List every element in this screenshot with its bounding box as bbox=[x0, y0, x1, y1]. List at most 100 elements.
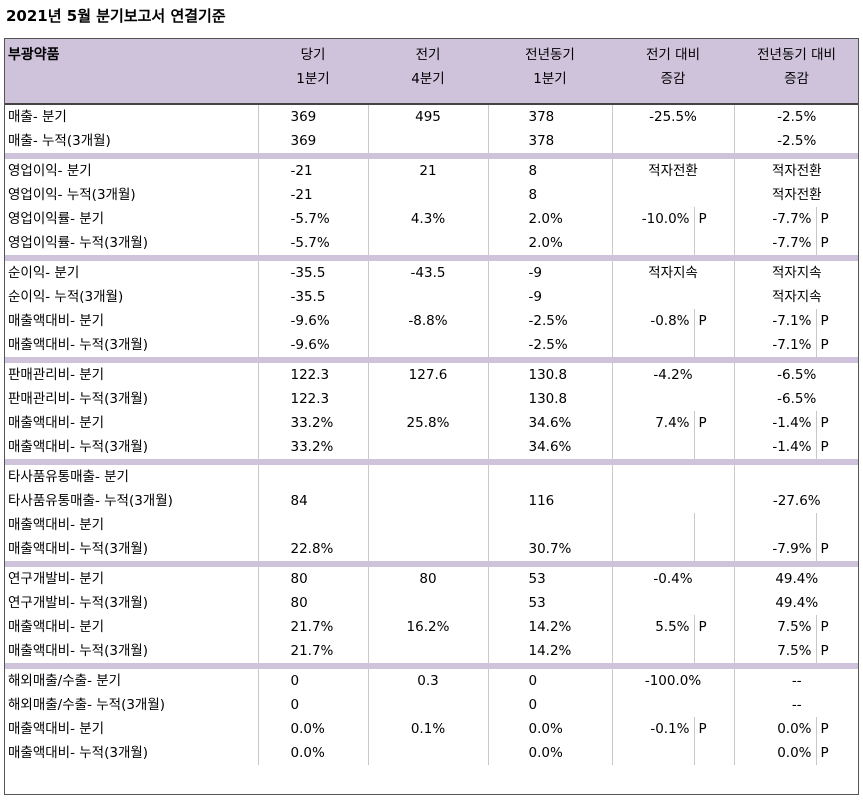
table-row: 타사품유통매출- 분기 bbox=[4, 465, 859, 489]
change-vs-previous bbox=[612, 741, 695, 765]
change-vs-year-ago: -6.5% bbox=[777, 391, 817, 407]
row-label: 매출- 분기 bbox=[4, 104, 259, 129]
change-vs-previous-unit: P bbox=[694, 309, 735, 333]
table-row: 매출액대비- 분기 bbox=[4, 513, 859, 537]
value-year-ago-quarter: 0 bbox=[488, 693, 613, 717]
value-current-quarter: -9.6% bbox=[258, 333, 369, 357]
change-vs-previous bbox=[612, 537, 695, 561]
table-row: 매출액대비- 누적(3개월) 21.7% 14.2% 7.5% P bbox=[4, 639, 859, 663]
value-current-quarter: 22.8% bbox=[258, 537, 369, 561]
table-row: 매출액대비- 분기 0.0% 0.1% 0.0% -0.1% P 0.0% P bbox=[4, 717, 859, 741]
change-vs-year-ago bbox=[734, 465, 859, 489]
change-vs-previous: 적자지속 bbox=[612, 261, 735, 285]
section-divider-cell bbox=[4, 663, 860, 669]
section-divider-cell bbox=[4, 357, 860, 363]
change-vs-previous bbox=[612, 435, 695, 459]
value-year-ago-quarter: 378 bbox=[488, 129, 613, 153]
row-label: 연구개발비- 누적(3개월) bbox=[4, 591, 259, 615]
change-vs-previous bbox=[612, 285, 735, 309]
table-row: 영업이익률- 누적(3개월) -5.7% 2.0% -7.7% P bbox=[4, 231, 859, 255]
value-year-ago-quarter: 0 bbox=[488, 669, 613, 693]
row-label: 순이익- 분기 bbox=[4, 261, 259, 285]
table-row: 매출액대비- 분기 -9.6% -8.8% -2.5% -0.8% P -7.1% P bbox=[4, 309, 859, 333]
table-row: 연구개발비- 분기 80 80 53 -0.4% 49.4% bbox=[4, 567, 859, 591]
value-previous-quarter: 80 bbox=[368, 567, 489, 591]
value-current-quarter: 21.7% bbox=[258, 615, 369, 639]
row-label: 해외매출/수출- 분기 bbox=[4, 669, 259, 693]
value-previous-quarter bbox=[368, 537, 489, 561]
change-vs-previous: -4.2% bbox=[612, 363, 735, 387]
value-previous-quarter bbox=[368, 183, 489, 207]
value-current-quarter: 0 bbox=[258, 693, 369, 717]
change-vs-previous-unit: P bbox=[694, 717, 735, 741]
row-label: 매출액대비- 누적(3개월) bbox=[4, 333, 259, 357]
change-vs-previous-unit bbox=[694, 741, 735, 765]
row-label: 매출액대비- 누적(3개월) bbox=[4, 537, 259, 561]
change-vs-year-ago: 적자전환 bbox=[771, 187, 822, 203]
change-vs-year-ago: -7.1% bbox=[734, 309, 817, 333]
value-previous-quarter bbox=[368, 231, 489, 255]
row-label: 매출액대비- 분기 bbox=[4, 309, 259, 333]
change-vs-year-ago bbox=[734, 513, 817, 537]
company-name: 부광약품 bbox=[4, 38, 258, 105]
row-label: 순이익- 누적(3개월) bbox=[4, 285, 259, 309]
change-vs-previous bbox=[612, 591, 735, 615]
row-label: 매출액대비- 분기 bbox=[4, 717, 259, 741]
section-divider bbox=[4, 357, 860, 363]
row-label: 매출- 누적(3개월) bbox=[4, 129, 259, 153]
table-row: 매출액대비- 누적(3개월) 22.8% 30.7% -7.9% P bbox=[4, 537, 859, 561]
change-vs-year-ago-unit: P bbox=[820, 541, 829, 557]
value-previous-quarter bbox=[368, 129, 489, 153]
value-year-ago-quarter: 2.0% bbox=[488, 207, 613, 231]
table-row: 판매관리비- 누적(3개월) 122.3 130.8 -6.5% bbox=[4, 387, 859, 411]
value-year-ago-quarter: -9 bbox=[488, 285, 613, 309]
table-row: 매출액대비- 누적(3개월) 0.0% 0.0% 0.0% P bbox=[4, 741, 859, 765]
value-year-ago-quarter: 130.8 bbox=[488, 363, 613, 387]
change-vs-year-ago: -7.9% bbox=[734, 537, 817, 561]
row-label: 매출액대비- 분기 bbox=[4, 615, 259, 639]
value-current-quarter: 80 bbox=[258, 591, 369, 615]
section-divider-cell bbox=[4, 561, 860, 567]
change-vs-previous-unit bbox=[694, 333, 735, 357]
row-label: 영업이익- 누적(3개월) bbox=[4, 183, 259, 207]
value-previous-quarter: 495 bbox=[368, 104, 489, 129]
value-current-quarter: 0.0% bbox=[258, 741, 369, 765]
change-vs-year-ago: 0.0% bbox=[734, 741, 817, 765]
table-row: 영업이익률- 분기 -5.7% 4.3% 2.0% -10.0% P -7.7% P bbox=[4, 207, 859, 231]
change-vs-year-ago-unit: P bbox=[820, 415, 829, 431]
change-vs-year-ago: -7.7% bbox=[734, 231, 817, 255]
row-label: 타사품유통매출- 분기 bbox=[4, 465, 259, 489]
change-vs-year-ago: 적자지속 bbox=[771, 289, 822, 305]
section-divider bbox=[4, 663, 860, 669]
col-header-previous: 전기 4분기 bbox=[368, 38, 488, 105]
value-previous-quarter: -43.5 bbox=[368, 261, 489, 285]
change-vs-previous bbox=[612, 693, 735, 717]
value-previous-quarter: -8.8% bbox=[368, 309, 489, 333]
change-vs-previous: -25.5% bbox=[612, 104, 735, 129]
value-previous-quarter: 0.3 bbox=[368, 669, 489, 693]
change-vs-year-ago: -1.4% bbox=[734, 411, 817, 435]
value-year-ago-quarter: 130.8 bbox=[488, 387, 613, 411]
value-year-ago-quarter: -9 bbox=[488, 261, 613, 285]
value-previous-quarter bbox=[368, 333, 489, 357]
change-vs-year-ago-unit: P bbox=[820, 439, 829, 455]
table-row: 타사품유통매출- 누적(3개월) 84 116 -27.6% bbox=[4, 489, 859, 513]
change-vs-year-ago: 49.4% bbox=[775, 595, 819, 611]
change-vs-previous-unit bbox=[694, 513, 735, 537]
value-year-ago-quarter: 30.7% bbox=[488, 537, 613, 561]
value-year-ago-quarter: 8 bbox=[488, 159, 613, 183]
change-vs-previous: -0.4% bbox=[612, 567, 735, 591]
row-label: 판매관리비- 분기 bbox=[4, 363, 259, 387]
value-year-ago-quarter: -2.5% bbox=[488, 333, 613, 357]
change-vs-previous-unit: P bbox=[694, 207, 735, 231]
value-year-ago-quarter: -2.5% bbox=[488, 309, 613, 333]
change-vs-year-ago: -27.6% bbox=[772, 493, 821, 509]
change-vs-year-ago: -1.4% bbox=[734, 435, 817, 459]
change-vs-year-ago: -- bbox=[791, 673, 802, 689]
value-previous-quarter bbox=[368, 387, 489, 411]
row-label: 타사품유통매출- 누적(3개월) bbox=[4, 489, 259, 513]
change-vs-previous-unit bbox=[694, 639, 735, 663]
value-previous-quarter: 21 bbox=[368, 159, 489, 183]
change-vs-year-ago-unit: P bbox=[820, 211, 829, 227]
value-year-ago-quarter: 14.2% bbox=[488, 639, 613, 663]
